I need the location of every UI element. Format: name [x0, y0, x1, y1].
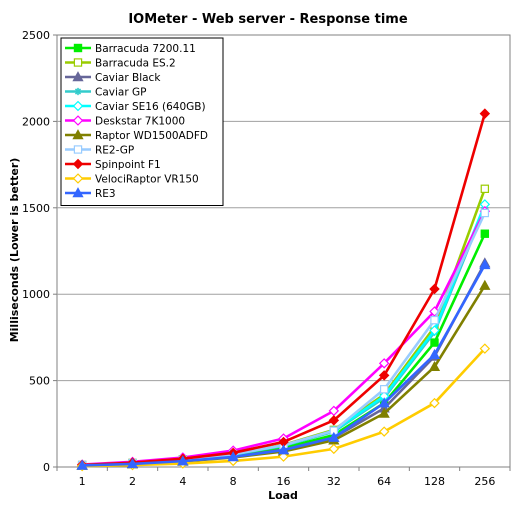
series-point: [379, 385, 389, 394]
legend-swatch-marker: [72, 158, 84, 170]
legend-label: Caviar GP: [95, 87, 146, 99]
series-point: [328, 415, 340, 426]
x-tick-label: 128: [424, 475, 445, 488]
legend: Barracuda 7200.11 Barracuda ES.2 Caviar Bl…: [60, 37, 224, 206]
legend-label: Deskstar 7K1000: [95, 116, 185, 128]
series-point: [278, 451, 289, 462]
legend-swatch-marker: [72, 100, 84, 112]
legend-label: RE2-GP: [95, 145, 134, 157]
legend-label: Raptor WD1500ADFD: [95, 130, 208, 142]
legend-label: VelociRaptor VR150: [95, 174, 199, 186]
series-point: [479, 279, 491, 290]
series-10: [76, 258, 491, 470]
legend-swatch-marker: [72, 115, 84, 126]
series-point: [480, 208, 490, 218]
series-point: [428, 360, 441, 372]
chart-title: IOMeter - Web server - Response time: [128, 12, 408, 27]
legend-label: Caviar SE16 (640GB): [95, 101, 206, 113]
legend-swatch-marker: [73, 43, 83, 53]
series-point: [76, 459, 88, 470]
legend-label: Caviar Black: [95, 72, 161, 84]
x-tick-label: 32: [327, 475, 341, 488]
series-point: [378, 426, 390, 437]
series-point: [429, 283, 440, 295]
y-tick-label: 1000: [22, 288, 50, 301]
x-axis-label: Load: [268, 489, 298, 502]
y-axis-label: Milliseconds (Lower is better): [8, 158, 21, 343]
series-point: [227, 451, 239, 462]
legend-swatch-marker: [72, 187, 84, 198]
legend-label: RE3: [95, 188, 116, 200]
series-point: [430, 315, 439, 325]
y-tick-label: 500: [29, 375, 50, 388]
series-point: [480, 184, 490, 193]
series-point: [480, 229, 490, 238]
series-point: [126, 458, 139, 469]
x-tick-label: 8: [230, 475, 237, 488]
legend-swatch-marker: [73, 145, 83, 154]
series-point: [479, 343, 491, 354]
series-point: [328, 431, 340, 442]
legend-label: Barracuda ES.2: [95, 58, 176, 70]
series-point: [479, 258, 491, 270]
x-tick-label: 16: [277, 475, 291, 488]
legend-swatch-marker: [74, 87, 82, 96]
series-point: [378, 358, 390, 369]
series-point: [430, 338, 439, 347]
x-tick-label: 4: [179, 475, 186, 488]
y-tick-label: 1500: [22, 202, 50, 215]
series-point: [429, 325, 440, 336]
series-point: [479, 108, 491, 119]
legend-swatch-marker: [72, 173, 84, 184]
series-point: [177, 455, 189, 466]
x-tick-label: 1: [79, 475, 86, 488]
series-point: [328, 443, 340, 455]
series-point: [428, 348, 441, 359]
series-point: [378, 407, 390, 418]
y-tick-label: 0: [43, 461, 50, 474]
y-tick-label: 2000: [22, 115, 50, 128]
legend-label: Spinpoint F1: [95, 159, 161, 171]
x-tick-label: 2: [129, 475, 136, 488]
y-tick-label: 2500: [22, 29, 50, 42]
series-point: [378, 370, 390, 381]
legend-swatch-marker: [72, 129, 84, 140]
series-point: [429, 397, 440, 409]
x-tick-label: 64: [377, 475, 391, 488]
series-point: [277, 444, 290, 455]
x-tick-label: 256: [474, 475, 495, 488]
series-point: [378, 397, 390, 408]
legend-swatch-marker: [73, 58, 83, 67]
legend-label: Barracuda 7200.11: [95, 43, 196, 55]
legend-swatch-marker: [72, 71, 84, 82]
